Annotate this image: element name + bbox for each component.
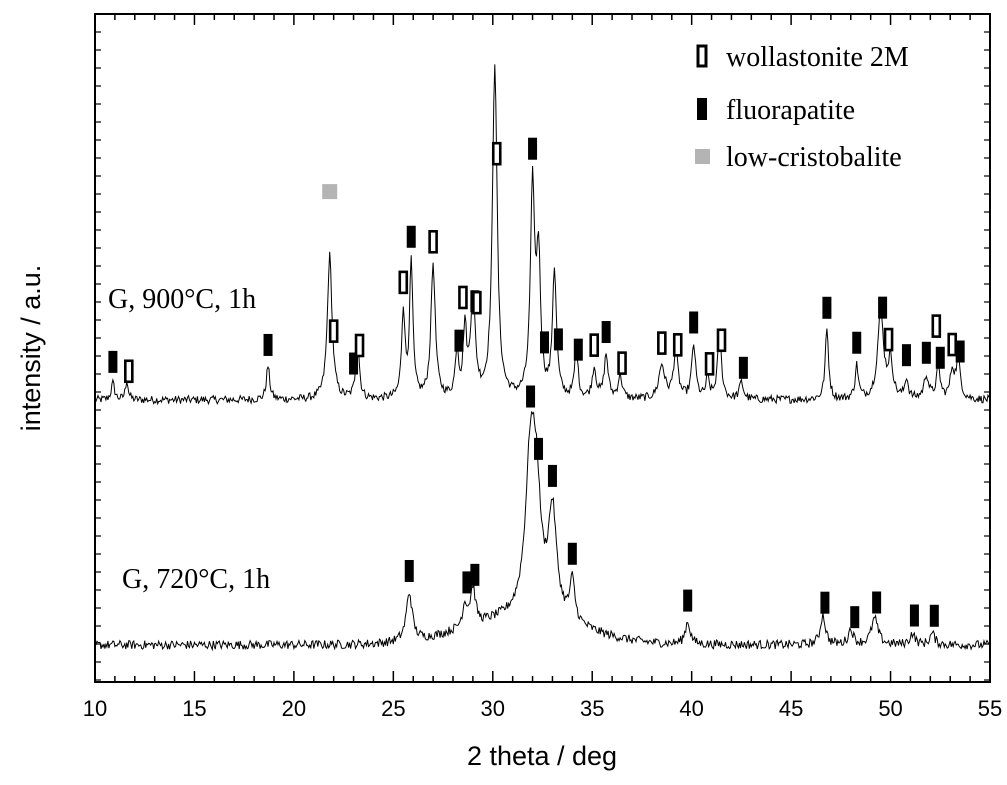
legend-label-fluorapatite: fluorapatite — [726, 95, 855, 126]
wollastonite-marker — [428, 229, 438, 254]
fluorapatite-marker — [573, 338, 583, 361]
fluorapatite-marker — [404, 559, 414, 582]
fluorapatite-marker — [528, 137, 538, 160]
wollastonite-marker — [472, 290, 482, 315]
fluorapatite-marker — [822, 296, 832, 319]
x-tick-label: 35 — [580, 696, 604, 721]
wollastonite-marker — [672, 333, 683, 357]
wollastonite-marker — [931, 314, 942, 338]
wollastonite-marker — [947, 332, 958, 357]
fluorapatite-marker — [263, 333, 273, 356]
fluorapatite-marker — [567, 542, 577, 565]
x-tick-label: 25 — [381, 696, 405, 721]
fluorapatite-marker — [738, 356, 748, 379]
fluorapatite-marker — [683, 589, 693, 612]
wollastonite-marker — [491, 141, 502, 166]
wollastonite-marker — [398, 270, 409, 295]
wollastonite-marker — [354, 333, 365, 358]
series-line — [94, 411, 991, 652]
fluorapatite-marker — [349, 352, 359, 375]
x-tick-label: 10 — [83, 696, 107, 721]
y-axis-title: intensity / a.u. — [16, 265, 46, 432]
legend-label-cristobalite: low-cristobalite — [726, 142, 902, 173]
fluorapatite-marker — [921, 341, 931, 364]
legend-marker-cristobalite — [695, 149, 710, 164]
wollastonite-marker — [716, 328, 727, 353]
legend-marker-wollastonite — [696, 44, 708, 68]
fluorapatite-marker — [929, 604, 939, 627]
fluorapatite-marker — [553, 328, 563, 351]
fluorapatite-marker — [534, 437, 544, 460]
fluorapatite-marker — [872, 591, 882, 614]
fluorapatite-marker — [406, 225, 416, 248]
plot-frame — [94, 13, 991, 683]
fluorapatite-marker — [909, 604, 919, 627]
x-tick-label: 45 — [779, 696, 803, 721]
fluorapatite-marker — [852, 331, 862, 354]
fluorapatite-marker — [462, 571, 472, 594]
legend: wollastonite 2M fluorapatite low-cristob… — [695, 42, 909, 173]
x-tick-label: 50 — [878, 696, 902, 721]
fluorapatite-marker — [935, 346, 945, 369]
fluorapatite-marker — [878, 296, 888, 319]
wollastonite-marker — [657, 331, 667, 355]
fluorapatite-marker — [689, 311, 699, 334]
legend-label-wollastonite: wollastonite 2M — [726, 42, 909, 73]
fluorapatite-marker — [539, 331, 549, 354]
phase-markers — [108, 137, 965, 629]
x-axis-title: 2 theta / deg — [467, 741, 617, 771]
fluorapatite-marker — [547, 464, 557, 487]
fluorapatite-marker — [470, 563, 480, 586]
fluorapatite-marker — [901, 344, 911, 367]
fluorapatite-marker — [820, 591, 830, 614]
wollastonite-marker — [589, 333, 600, 357]
wollastonite-marker — [704, 352, 715, 376]
cristobalite-marker — [322, 184, 338, 200]
fluorapatite-marker — [955, 340, 965, 363]
fluorapatite-marker — [108, 350, 118, 373]
x-tick-label: 30 — [481, 696, 505, 721]
fluorapatite-marker — [526, 385, 536, 408]
fluorapatite-marker — [454, 329, 464, 352]
x-tick-label: 20 — [282, 696, 306, 721]
legend-marker-fluorapatite — [697, 98, 707, 120]
fluorapatite-marker — [850, 606, 860, 629]
x-tick-label: 40 — [679, 696, 703, 721]
curve-label-900: G, 900°C, 1h — [108, 284, 256, 315]
x-tick-label: 55 — [978, 696, 1002, 721]
wollastonite-marker — [617, 351, 627, 375]
curve-label-720: G, 720°C, 1h — [122, 564, 270, 595]
wollastonite-marker — [458, 285, 468, 310]
axis-ticks: 10 15 20 25 30 35 40 45 50 55 — [83, 14, 1002, 721]
wollastonite-marker — [124, 359, 134, 384]
wollastonite-marker — [883, 327, 894, 352]
fluorapatite-marker — [601, 321, 611, 344]
x-tick-label: 15 — [182, 696, 206, 721]
wollastonite-marker — [328, 319, 339, 343]
